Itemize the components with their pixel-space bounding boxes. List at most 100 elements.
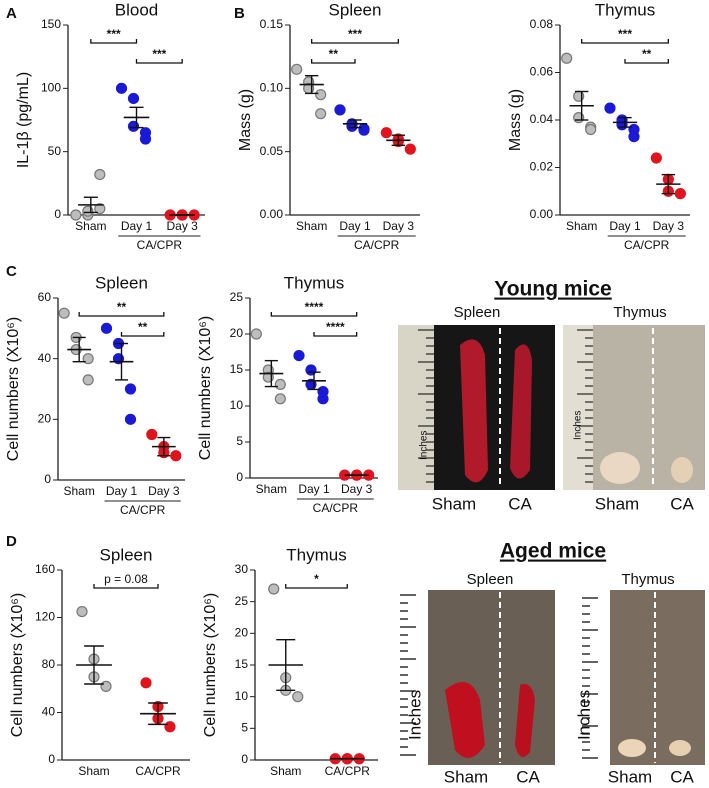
data-point (358, 124, 370, 136)
data-point (268, 583, 280, 595)
photo (398, 325, 555, 490)
sem-bar (83, 196, 98, 214)
y-axis-label: Cell numbers (X10⁶) (9, 593, 26, 737)
panel-label: C (6, 263, 17, 280)
y-tick-label: 0.06 (530, 65, 554, 79)
data-point (58, 307, 70, 319)
data-point (164, 721, 176, 733)
y-tick-label: 10 (230, 398, 244, 412)
sem-bar (348, 119, 362, 129)
sem-bar (114, 342, 129, 381)
photo (563, 325, 705, 490)
significance-label: ** (329, 47, 339, 61)
panel-label: B (234, 5, 245, 22)
group-label: CA/CPR (624, 238, 670, 252)
x-tick-label: Day 3 (653, 219, 685, 233)
x-tick-label: Sham (63, 484, 94, 498)
significance-bracket (90, 39, 138, 44)
group-label: CA/CPR (120, 503, 166, 517)
data-point (650, 152, 662, 164)
y-axis-label: Cell numbers (X10⁶) (5, 317, 22, 461)
y-tick-label: 40 (38, 351, 52, 365)
x-tick-label: Sham (75, 219, 106, 233)
group-label: CA (516, 767, 540, 786)
y-tick-label: 0.05 (260, 144, 284, 158)
photo-heading: Aged mice (500, 540, 606, 563)
data-point (561, 52, 573, 64)
photo-title: Spleen (467, 571, 514, 588)
data-point (82, 374, 94, 386)
data-point (274, 393, 286, 405)
x-tick-label: Day 3 (341, 482, 373, 496)
significance-bracket (311, 39, 399, 44)
y-tick-label: 25 (230, 290, 244, 304)
data-point (100, 680, 112, 692)
data-point (291, 63, 303, 75)
ruler-label: Inches (573, 411, 584, 440)
significance-label: *** (348, 27, 362, 41)
photo (582, 590, 705, 765)
group-label: Sham (595, 494, 639, 513)
chart-title: Thymus (286, 545, 346, 564)
data-point (293, 350, 305, 362)
y-tick-label: 40 (42, 705, 56, 719)
significance-bracket (624, 59, 669, 64)
sem-bar (148, 702, 168, 726)
data-point (315, 89, 327, 101)
y-axis-label: Mass (g) (507, 89, 524, 151)
photo-title: Spleen (454, 304, 501, 321)
data-point (140, 677, 152, 689)
sem-bar (84, 645, 104, 685)
y-tick-label: 0 (48, 752, 55, 766)
significance-label: **** (326, 320, 345, 334)
ruler-label: Inches (574, 690, 593, 740)
photo (400, 590, 555, 765)
y-tick-label: 0.00 (530, 207, 554, 221)
sem-bar (391, 134, 406, 147)
significance-label: ** (117, 300, 127, 314)
group-label: CA (670, 494, 694, 513)
chart-title: Thymus (595, 0, 655, 19)
data-point (76, 605, 88, 618)
data-point (334, 104, 346, 116)
data-point (250, 328, 262, 340)
sem-bar (276, 638, 296, 692)
y-tick-label: 0 (236, 470, 243, 484)
y-tick-label: 0 (54, 207, 61, 221)
data-point (139, 133, 152, 145)
y-tick-label: 0.02 (530, 160, 554, 174)
y-axis-label: Mass (g) (237, 89, 254, 151)
chart-title: Blood (115, 0, 158, 19)
data-point (585, 123, 597, 136)
data-point (170, 450, 182, 462)
sem-bar (661, 173, 676, 195)
significance-label: * (314, 572, 319, 586)
y-tick-label: 0.04 (530, 112, 554, 126)
chart-title: Spleen (329, 0, 382, 19)
significance-bracket (285, 584, 348, 589)
sem-bar (307, 371, 321, 391)
photo-heading: Young mice (494, 278, 611, 301)
panel-label: D (6, 533, 17, 550)
data-point (380, 127, 392, 139)
ruler-label: Inches (419, 431, 430, 460)
significance-label: *** (152, 47, 166, 61)
sem-bar (72, 336, 86, 363)
significance-label: ** (138, 320, 148, 334)
sem-bar (129, 106, 144, 129)
y-tick-label: 0.10 (260, 81, 284, 95)
sem-bar (157, 436, 171, 457)
significance-label: **** (305, 300, 324, 314)
group-label: CA (670, 767, 694, 786)
data-point (317, 393, 329, 405)
data-point (115, 82, 128, 94)
chart-title: Spleen (100, 545, 153, 564)
group-label: CA/CPR (137, 238, 183, 252)
significance-label: p = 0.08 (104, 572, 148, 586)
group-label: CA/CPR (354, 238, 400, 252)
sem-bar (618, 116, 632, 128)
data-point (604, 102, 616, 114)
y-tick-label: 0 (44, 472, 51, 486)
photo-title: Thymus (621, 571, 674, 588)
